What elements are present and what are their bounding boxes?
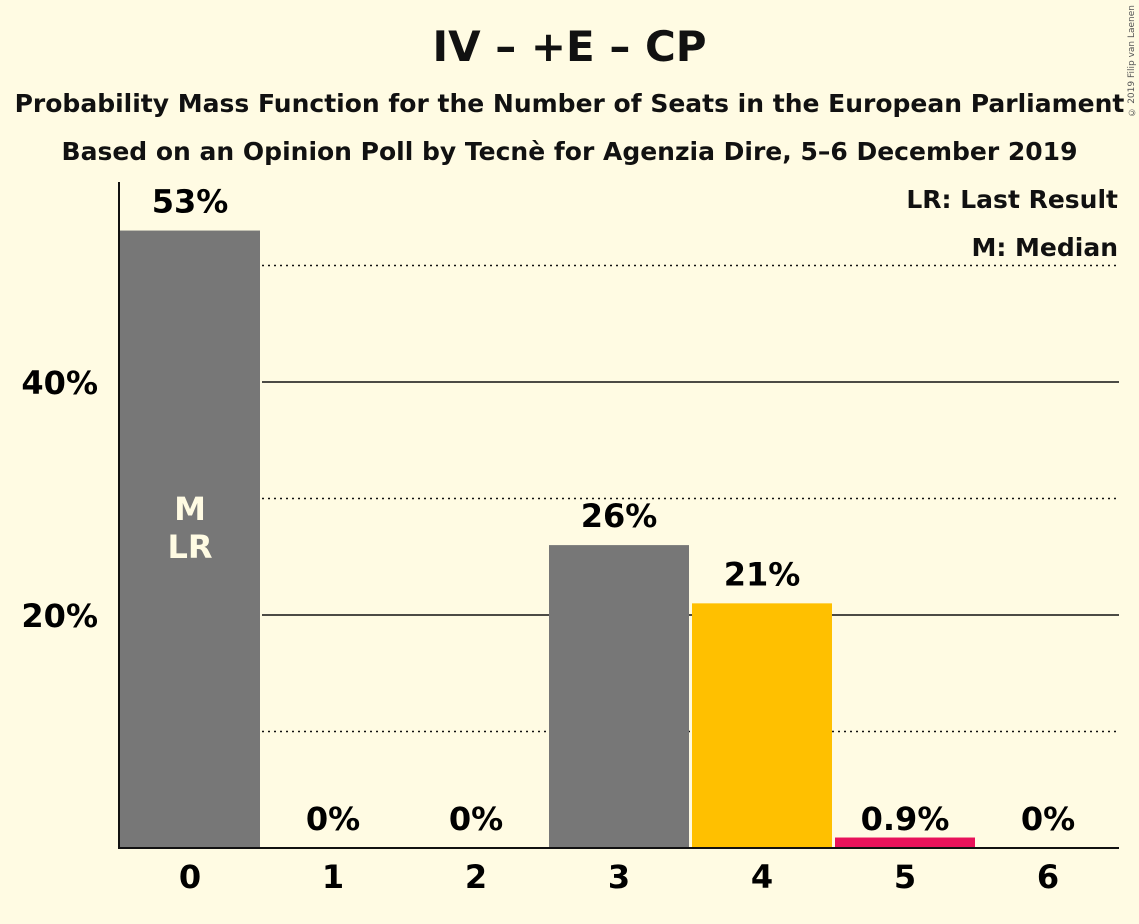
x-tick-label-3: 3 [608, 858, 630, 896]
bar-3 [549, 545, 689, 848]
value-label-2: 0% [449, 800, 503, 838]
value-label-5: 0.9% [861, 800, 950, 838]
value-label-1: 0% [306, 800, 360, 838]
bar-4 [692, 603, 832, 848]
value-label-0: 53% [152, 183, 229, 221]
x-tick-label-4: 4 [751, 858, 773, 896]
bar-5 [835, 837, 975, 848]
x-tick-label-5: 5 [894, 858, 916, 896]
x-tick-label-1: 1 [322, 858, 344, 896]
chart-subtitle-source: Based on an Opinion Poll by Tecnè for Ag… [61, 137, 1078, 166]
x-tick-label-2: 2 [465, 858, 487, 896]
chart-title: IV – +E – CP [432, 22, 707, 71]
chart-subtitle: Probability Mass Function for the Number… [14, 89, 1125, 118]
y-tick-label: 20% [21, 597, 98, 635]
legend-median: M: Median [971, 233, 1118, 262]
value-label-3: 26% [581, 497, 658, 535]
value-label-4: 21% [724, 555, 801, 593]
value-label-6: 0% [1021, 800, 1075, 838]
x-tick-label-0: 0 [179, 858, 201, 896]
y-tick-label: 40% [21, 364, 98, 402]
last-result-marker: LR [167, 528, 212, 566]
x-tick-label-6: 6 [1037, 858, 1059, 896]
bar-0 [120, 230, 260, 849]
median-marker: M [174, 490, 206, 528]
legend-last-result: LR: Last Result [906, 185, 1118, 214]
